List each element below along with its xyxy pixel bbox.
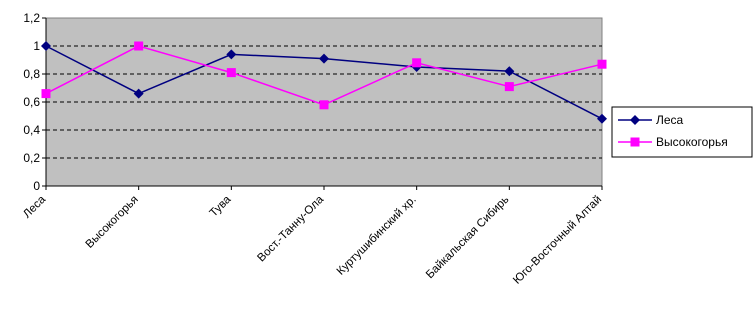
x-tick-label: Юго-Восточный Алтай <box>511 194 604 287</box>
data-point <box>412 58 422 68</box>
data-point <box>133 88 144 99</box>
y-tick-labels: 0 0,2 0,4 0,6 0,8 1 1,2 <box>23 11 40 193</box>
data-point <box>597 59 607 69</box>
y-tick-label: 0,2 <box>23 151 40 165</box>
x-tick-labels: Леса Высокогорья Тува Вост.-Танну-Ола Куртуш… <box>21 193 604 286</box>
y-tick-label: 0,6 <box>23 95 40 109</box>
y-tick-label: 1,2 <box>23 11 40 25</box>
data-point <box>226 68 236 78</box>
y-tick-label: 0,8 <box>23 67 40 81</box>
data-point <box>504 82 514 92</box>
y-tick-label: 1 <box>33 39 40 53</box>
data-point <box>597 113 607 124</box>
x-tick-label: Высокогорья <box>84 194 141 251</box>
series <box>41 41 607 124</box>
data-point <box>319 100 329 110</box>
data-point <box>134 41 144 51</box>
y-tick-label: 0,4 <box>23 123 40 137</box>
y-tick-label: 0 <box>33 179 40 193</box>
legend-label-series-0: Леса <box>656 113 684 127</box>
data-point <box>504 66 515 77</box>
legend: Леса Высокогорья <box>611 106 753 158</box>
x-tick-label: Вост.-Танну-Ола <box>255 193 326 264</box>
x-tick-label: Куртушибинский хр. <box>335 194 419 278</box>
data-point <box>41 41 51 51</box>
legend-label-series-1: Высокогорья <box>656 135 728 149</box>
legend-diamond-marker <box>630 115 640 125</box>
x-tick-label: Байкальская Сибирь <box>424 194 511 281</box>
legend-square-marker <box>630 137 640 147</box>
data-point <box>319 53 329 64</box>
x-tick-label: Тува <box>208 193 234 219</box>
data-point <box>41 89 51 99</box>
data-point <box>226 49 237 60</box>
x-tick-label: Леса <box>21 193 48 220</box>
